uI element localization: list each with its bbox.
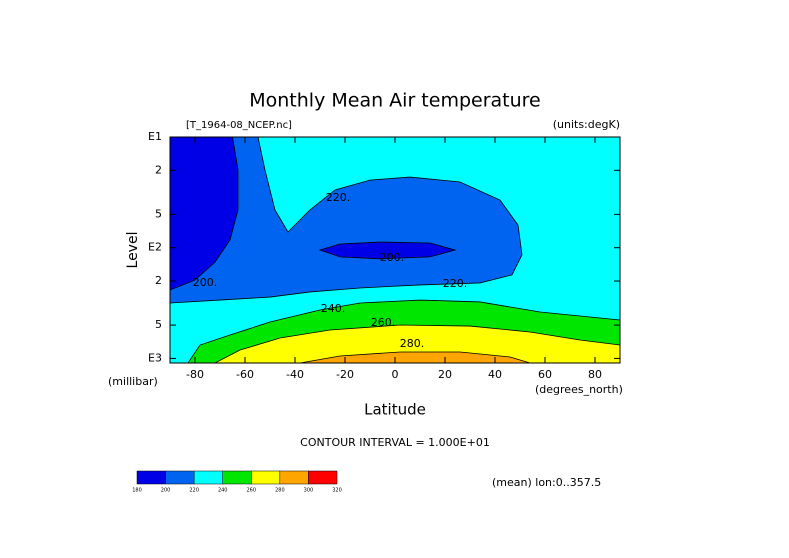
colorbar-label: 200 bbox=[161, 488, 171, 494]
x-axis-label: Latitude bbox=[364, 401, 426, 419]
contour-label: 240. bbox=[321, 302, 346, 315]
contour-region bbox=[318, 241, 457, 260]
contour-region bbox=[214, 324, 620, 363]
y-axis-label: Level bbox=[125, 232, 141, 269]
x-tick-label: 0 bbox=[392, 368, 399, 381]
colorbar-box bbox=[136, 470, 166, 485]
y-axis-units: (millibar) bbox=[108, 375, 158, 388]
contour-label: 220. bbox=[326, 191, 351, 204]
colorbar-label: 180 bbox=[132, 488, 142, 494]
x-tick-label: 60 bbox=[538, 368, 552, 381]
y-tick-label: E1 bbox=[148, 130, 162, 143]
contour-region bbox=[299, 351, 531, 363]
colorbar-box bbox=[251, 470, 281, 485]
footer-note: (mean) lon:0..357.5 bbox=[492, 476, 601, 489]
contour-label: 260. bbox=[371, 316, 396, 329]
y-tick-label: 2 bbox=[155, 274, 162, 287]
units-note: (units:degK) bbox=[553, 118, 620, 131]
contour-label: 220. bbox=[443, 277, 468, 290]
chart-title: Monthly Mean Air temperature bbox=[249, 90, 540, 112]
colorbar-box bbox=[308, 470, 338, 485]
y-tick-label: 2 bbox=[155, 163, 162, 176]
y-tick-label: E3 bbox=[148, 351, 162, 364]
y-tick-label: 5 bbox=[155, 207, 162, 220]
x-tick-label: 20 bbox=[438, 368, 452, 381]
y-tick-label: 5 bbox=[155, 318, 162, 331]
x-axis-units: (degrees_north) bbox=[535, 383, 623, 396]
x-tick-label: -40 bbox=[286, 368, 304, 381]
x-tick-label: 40 bbox=[488, 368, 502, 381]
colorbar-box bbox=[279, 470, 309, 485]
colorbar-box bbox=[165, 470, 195, 485]
colorbar-label: 240 bbox=[218, 488, 228, 494]
x-tick-label: -60 bbox=[236, 368, 254, 381]
colorbar-box bbox=[222, 470, 252, 485]
x-tick-label: -80 bbox=[186, 368, 204, 381]
contour-label: 200. bbox=[380, 251, 405, 264]
colorbar-label: 220 bbox=[189, 488, 199, 494]
colorbar-label: 300 bbox=[304, 488, 314, 494]
contour-region bbox=[170, 137, 239, 291]
contour-label: 200. bbox=[193, 276, 218, 289]
colorbar-box bbox=[193, 470, 223, 485]
contour-label: 280. bbox=[400, 337, 425, 350]
colorbar-label: 260 bbox=[247, 488, 257, 494]
colorbar-label: 280 bbox=[275, 488, 285, 494]
y-tick-label: E2 bbox=[148, 241, 162, 254]
contour-interval: CONTOUR INTERVAL = 1.000E+01 bbox=[300, 436, 490, 449]
colorbar-label: 320 bbox=[332, 488, 342, 494]
dataset-name: [T_1964-08_NCEP.nc] bbox=[186, 120, 292, 131]
x-tick-label: -20 bbox=[336, 368, 354, 381]
contour-region bbox=[170, 137, 523, 304]
x-tick-label: 80 bbox=[588, 368, 602, 381]
